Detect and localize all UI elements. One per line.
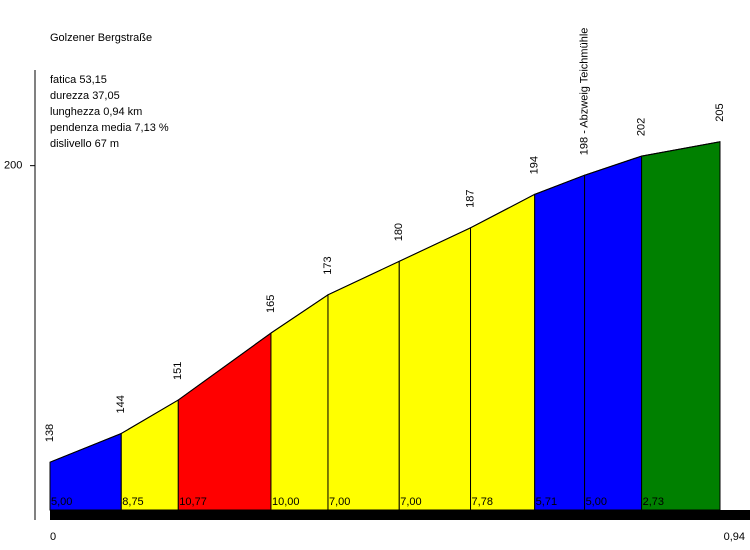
- elevation-label: 194: [529, 156, 541, 174]
- stat-line: lunghezza 0,94 km: [50, 106, 142, 118]
- segment-label: 7,00: [329, 496, 350, 508]
- segment-label: 5,71: [536, 496, 557, 508]
- segment-label: 7,78: [472, 496, 493, 508]
- profile-line: [49, 141, 721, 463]
- stat-line: fatica 53,15: [50, 74, 107, 86]
- segment-label: 8,75: [122, 496, 143, 508]
- segment-label: 10,77: [179, 496, 207, 508]
- elevation-label: 151: [172, 362, 184, 380]
- elevation-label: 198 - Abzweig Teichmühle: [578, 28, 590, 156]
- segment: [470, 193, 536, 511]
- elevation-label: 138: [44, 424, 56, 442]
- elevation-label: 180: [393, 223, 405, 241]
- segment-label: 10,00: [272, 496, 300, 508]
- segment-label: 7,00: [400, 496, 421, 508]
- segment: [584, 155, 643, 511]
- elevation-label: 202: [636, 118, 648, 136]
- segment-label: 2,73: [643, 496, 664, 508]
- segment: [177, 332, 272, 511]
- x-tick-label: 0: [50, 531, 56, 543]
- elevation-label: 144: [115, 395, 127, 413]
- x-axis-bar: [50, 510, 750, 520]
- elevation-label: 165: [265, 295, 277, 313]
- chart-title: Golzener Bergstraße: [50, 32, 152, 44]
- segment: [327, 260, 400, 511]
- elevation-label: 205: [714, 103, 726, 121]
- elevation-label: 173: [322, 256, 334, 274]
- segment-label: 5,00: [586, 496, 607, 508]
- segment: [534, 174, 586, 511]
- stat-line: durezza 37,05: [50, 90, 120, 102]
- segment: [641, 141, 721, 511]
- y-tick-label: 200: [4, 160, 22, 172]
- segment-label: 5,00: [51, 496, 72, 508]
- segment: [398, 227, 472, 511]
- stat-line: dislivello 67 m: [50, 138, 119, 150]
- x-tick-label: 0,94: [724, 531, 745, 543]
- stat-line: pendenza media 7,13 %: [50, 122, 169, 134]
- elevation-label: 187: [464, 189, 476, 207]
